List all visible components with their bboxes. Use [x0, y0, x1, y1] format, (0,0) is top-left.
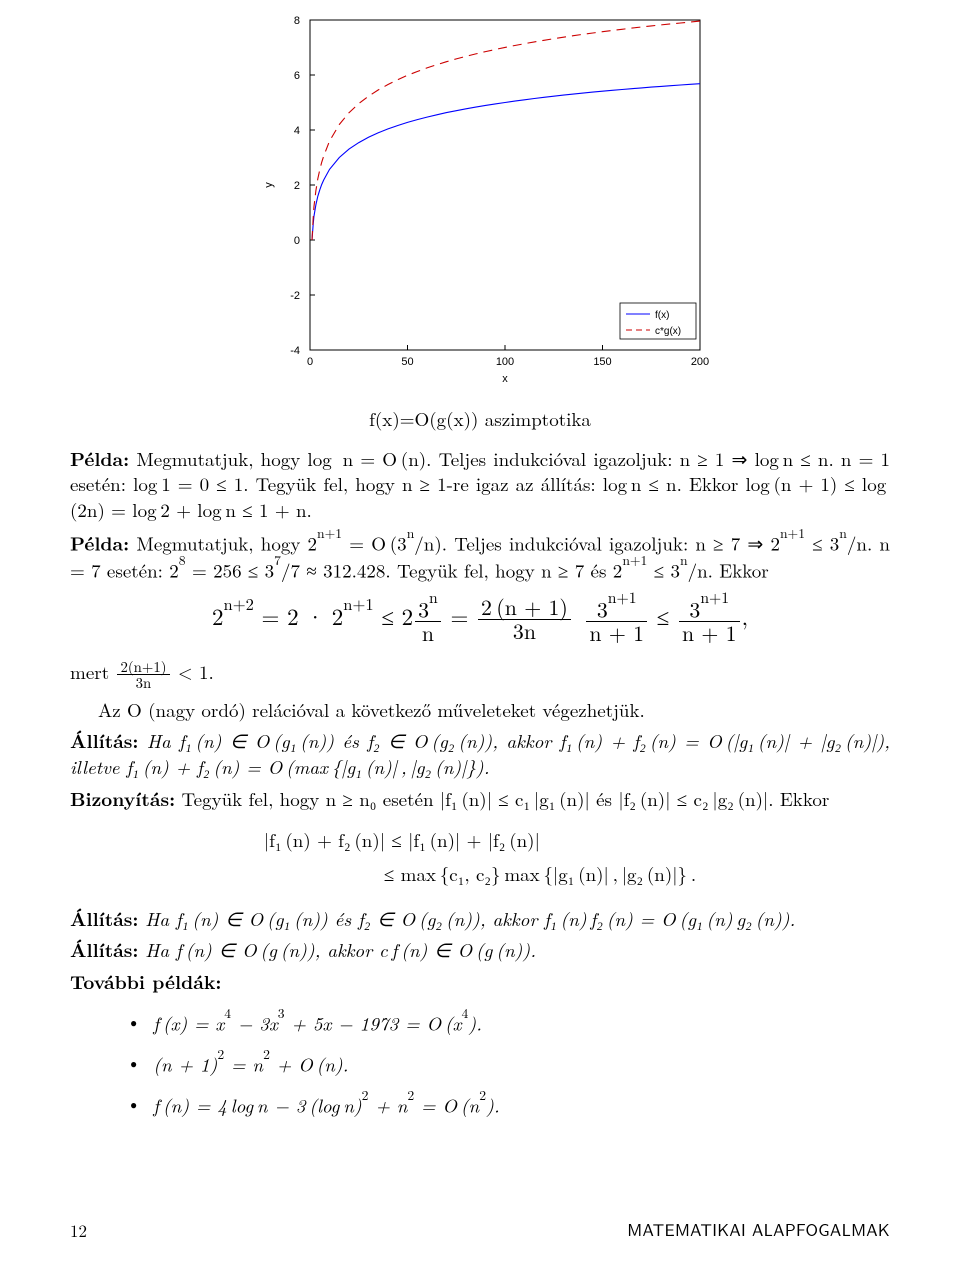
xtick: 0 [307, 356, 313, 368]
paragraph-allitas-prod: Állítás: Ha f₁ (n) ∈ O (g₁ (n)) és f₂ ∈ … [70, 906, 890, 932]
list-item: ● (n + 1)2 = n2 + O (n). [130, 1050, 890, 1077]
label-pelda: Példa: [70, 528, 129, 556]
display-math-proof: |f₁ (n) + f₂ (n)| ≤ |f₁ (n)| + |f₂ (n)| … [70, 823, 890, 891]
paragraph-example-logn: Példa: Megmutatjuk, hogy log n = O (n). … [70, 446, 890, 523]
page-footer: 12 MATEMATIKAI ALAPFOGALMAK [70, 1219, 890, 1242]
xtick: 50 [401, 356, 413, 368]
chart-caption: f(x)=O(g(x)) aszimptotika [70, 406, 890, 432]
ytick: -2 [290, 290, 300, 302]
legend-item: c*g(x) [655, 326, 681, 337]
label-allitas: Állítás: [70, 935, 139, 963]
page-number: 12 [70, 1219, 87, 1242]
label-pelda: Példa: [70, 444, 129, 472]
paragraph-bizonyitas: Bizonyítás: Tegyük fel, hogy n ≥ n₀ eset… [70, 786, 890, 812]
list-item: ● f (n) = 4 log n − 3 (log n)2 + n2 = O … [130, 1091, 890, 1118]
ytick: 6 [294, 70, 300, 82]
ytick: 0 [294, 235, 300, 247]
display-math-chain: 2n+2 = 2 · 2n+1 ≤ 23nn = 2 (n + 1)3n 3n+… [70, 595, 890, 645]
chart-container: -4 -2 0 2 4 6 8 0 50 100 150 200 x y [70, 0, 890, 400]
paragraph-example-2n1: Példa: Megmutatjuk, hogy 2n+1 = O (3n/n)… [70, 529, 890, 583]
paragraph-mert: mert 2(n+1)3n < 1. [70, 659, 890, 691]
ytick: 8 [294, 15, 300, 27]
label-tovabbi-peldak: További példák: [70, 969, 890, 995]
label-allitas: Állítás: [70, 904, 139, 932]
bullet-icon: ● [130, 1056, 137, 1072]
asymptotic-chart: -4 -2 0 2 4 6 8 0 50 100 150 200 x y [240, 0, 720, 400]
list-item: ● f (x) = x4 − 3x3 + 5x − 1973 = O (x4). [130, 1009, 890, 1036]
ylabel: y [263, 182, 275, 188]
footer-title: MATEMATIKAI ALAPFOGALMAK [627, 1219, 890, 1242]
paragraph-allitas-sum: Állítás: Ha f₁ (n) ∈ O (g₁ (n)) és f₂ ∈ … [70, 728, 890, 779]
examples-list: ● f (x) = x4 − 3x3 + 5x − 1973 = O (x4).… [70, 1009, 890, 1118]
label-bizonyitas: Bizonyítás: [70, 784, 175, 812]
bullet-icon: ● [130, 1015, 137, 1031]
xlabel: x [502, 373, 508, 385]
label-allitas: Állítás: [70, 726, 139, 754]
ytick: -4 [290, 345, 300, 357]
bullet-icon: ● [130, 1097, 137, 1113]
xtick: 100 [496, 356, 514, 368]
ytick: 2 [294, 180, 300, 192]
xtick: 150 [593, 356, 611, 368]
paragraph-allitas-scalar: Állítás: Ha f (n) ∈ O (g (n)), akkor c f… [70, 937, 890, 963]
ytick: 4 [294, 125, 300, 137]
paragraph-ordo-intro: Az O (nagy ordó) relációval a következő … [70, 697, 890, 723]
legend-item: f(x) [655, 310, 669, 321]
xtick: 200 [691, 356, 709, 368]
